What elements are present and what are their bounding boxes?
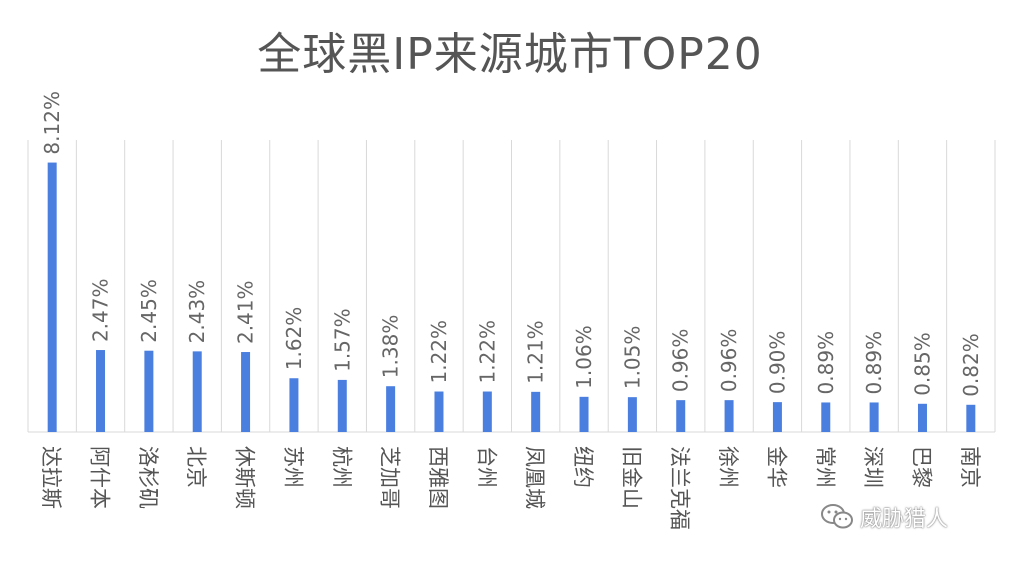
category-label-5: 休斯顿 bbox=[233, 446, 257, 509]
category-label-11: 凤凰城 bbox=[523, 446, 547, 509]
value-label-8: 1.38% bbox=[379, 315, 403, 379]
wechat-icon bbox=[821, 504, 853, 529]
bar-14 bbox=[676, 400, 686, 432]
bar-19 bbox=[917, 403, 927, 432]
value-label-5: 2.41% bbox=[234, 280, 258, 344]
category-label-20: 南京 bbox=[958, 446, 982, 488]
value-label-9: 1.22% bbox=[427, 320, 451, 384]
value-label-1: 8.12% bbox=[40, 91, 64, 155]
bar-2 bbox=[96, 350, 106, 432]
category-labels: 达拉斯 阿什本 洛杉矶 北京 休斯顿 苏州 杭州 芝加哥 西雅图 台州 凤凰城 纽约 旧金山 法兰克福 徐州… bbox=[39, 446, 982, 530]
bar-10 bbox=[482, 391, 492, 432]
category-label-15: 徐州 bbox=[716, 446, 740, 488]
bar-18 bbox=[869, 402, 879, 432]
chart-title: 全球黑IP来源城市TOP20 bbox=[257, 29, 763, 80]
bar-6 bbox=[289, 378, 299, 432]
value-label-18: 0.89% bbox=[862, 331, 886, 395]
category-label-12: 纽约 bbox=[571, 446, 595, 488]
value-label-4: 2.43% bbox=[185, 280, 209, 344]
bar-17 bbox=[821, 402, 831, 432]
value-label-19: 0.85% bbox=[910, 332, 934, 396]
value-label-14: 0.96% bbox=[669, 329, 693, 393]
category-label-14: 法兰克福 bbox=[668, 446, 692, 530]
bars bbox=[47, 162, 976, 432]
watermark-text: 威胁猎人 bbox=[860, 507, 949, 532]
category-label-17: 常州 bbox=[813, 446, 837, 488]
bar-16 bbox=[772, 402, 782, 432]
watermark: 威胁猎人 bbox=[820, 500, 948, 534]
category-label-8: 芝加哥 bbox=[378, 446, 402, 509]
category-label-10: 台州 bbox=[474, 446, 498, 488]
bar-20 bbox=[966, 404, 976, 432]
category-label-9: 西雅图 bbox=[426, 446, 450, 509]
category-label-3: 洛杉矶 bbox=[136, 446, 160, 509]
bar-1 bbox=[47, 162, 57, 432]
grid-lines bbox=[27, 140, 996, 433]
value-label-16: 0.90% bbox=[765, 331, 789, 395]
bar-13 bbox=[627, 397, 637, 432]
category-label-1: 达拉斯 bbox=[39, 446, 63, 509]
category-label-4: 北京 bbox=[184, 446, 208, 488]
category-label-16: 金华 bbox=[764, 446, 788, 488]
bar-4 bbox=[192, 351, 202, 432]
value-label-15: 0.96% bbox=[717, 329, 741, 393]
value-label-13: 1.05% bbox=[620, 326, 644, 390]
value-label-6: 1.62% bbox=[282, 307, 306, 371]
bar-7 bbox=[337, 379, 347, 432]
value-label-10: 1.22% bbox=[475, 320, 499, 384]
category-label-2: 阿什本 bbox=[88, 446, 112, 509]
value-label-17: 0.89% bbox=[814, 331, 838, 395]
bar-12 bbox=[579, 396, 589, 432]
category-label-7: 杭州 bbox=[329, 446, 353, 488]
category-label-13: 旧金山 bbox=[619, 446, 643, 509]
bar-15 bbox=[724, 400, 734, 432]
bar-3 bbox=[144, 350, 154, 432]
value-label-20: 0.82% bbox=[959, 333, 983, 397]
value-label-12: 1.06% bbox=[572, 325, 596, 389]
value-label-7: 1.57% bbox=[330, 308, 354, 372]
value-label-3: 2.45% bbox=[137, 279, 161, 343]
value-labels: 8.12% 2.47% 2.45% 2.43% 2.41% 1.62% 1.57% 1.38%… bbox=[40, 91, 983, 397]
value-label-2: 2.47% bbox=[89, 278, 113, 342]
category-label-19: 巴黎 bbox=[909, 446, 933, 488]
bar-9 bbox=[434, 391, 444, 432]
value-label-11: 1.21% bbox=[524, 320, 548, 384]
category-label-18: 深圳 bbox=[861, 446, 885, 488]
bar-11 bbox=[531, 391, 541, 432]
bar-5 bbox=[241, 352, 251, 432]
category-label-6: 苏州 bbox=[281, 446, 305, 488]
bar-8 bbox=[386, 386, 396, 432]
